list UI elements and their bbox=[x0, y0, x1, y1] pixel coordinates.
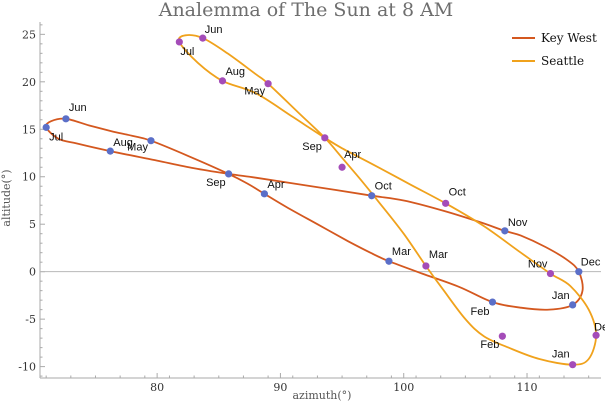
data-label-seattle: Nov bbox=[528, 259, 548, 271]
data-point-seattle bbox=[218, 77, 227, 85]
data-label-key-west: Feb bbox=[471, 306, 490, 318]
data-label-seattle: Dec bbox=[594, 321, 605, 333]
data-label-key-west: Oct bbox=[375, 181, 392, 193]
data-point-seattle bbox=[422, 262, 430, 270]
data-label-seattle: May bbox=[244, 86, 265, 98]
y-tick-label: -5 bbox=[25, 313, 36, 326]
data-point-seattle bbox=[546, 269, 555, 278]
data-point-key-west bbox=[62, 115, 70, 123]
y-axis-label: altitude(°) bbox=[0, 169, 13, 226]
y-tick-label: 15 bbox=[22, 123, 36, 136]
y-tick-label: 10 bbox=[22, 171, 36, 184]
legend: Key West Seattle bbox=[512, 31, 597, 68]
data-point-key-west bbox=[368, 192, 376, 200]
data-point-key-west bbox=[225, 170, 233, 178]
data-label-seattle: Jan bbox=[552, 349, 570, 361]
data-point-key-west bbox=[385, 257, 393, 265]
axes: 80 90 100 110 -10 -5 0 5 10 15 20 25 bbox=[18, 22, 601, 394]
data-label-key-west: Dec bbox=[581, 257, 601, 269]
data-point-key-west bbox=[488, 298, 497, 306]
series-line-seattle bbox=[177, 34, 598, 366]
data-point-seattle bbox=[175, 38, 183, 46]
data-label-seattle: Oct bbox=[449, 186, 466, 198]
data-label-key-west: Jul bbox=[49, 131, 63, 143]
legend-label-key-west: Key West bbox=[541, 31, 597, 45]
data-label-seattle: Feb bbox=[480, 339, 499, 351]
data-point-seattle bbox=[264, 80, 272, 88]
data-point-key-west bbox=[569, 301, 577, 309]
data-label-seattle: Jul bbox=[180, 46, 194, 58]
data-point-seattle bbox=[338, 163, 346, 171]
data-label-seattle: Jun bbox=[205, 24, 223, 36]
x-tick-label: 100 bbox=[393, 381, 414, 394]
data-point-seattle bbox=[199, 34, 207, 42]
data-point-seattle bbox=[498, 332, 506, 340]
data-point-seattle bbox=[569, 361, 577, 369]
data-point-key-west bbox=[106, 147, 114, 155]
y-tick-label: 20 bbox=[22, 76, 36, 89]
data-label-key-west: Jun bbox=[69, 102, 87, 114]
data-label-seattle: Aug bbox=[225, 66, 245, 78]
data-point-seattle bbox=[321, 134, 329, 142]
data-label-key-west: Mar bbox=[392, 246, 411, 258]
x-tick-label: 110 bbox=[517, 381, 538, 394]
data-point-key-west bbox=[147, 137, 155, 145]
series-line-key-west bbox=[45, 117, 584, 311]
chart-title: Analemma of The Sun at 8 AM bbox=[158, 0, 454, 21]
data-label-key-west: Jan bbox=[552, 290, 570, 302]
x-axis-label: azimuth(°) bbox=[293, 389, 352, 402]
data-label-key-west: Sep bbox=[206, 177, 226, 189]
data-label-seattle: Sep bbox=[302, 141, 322, 153]
data-label-seattle: Apr bbox=[344, 149, 361, 161]
data-point-seattle bbox=[442, 199, 450, 207]
x-tick-label: 80 bbox=[150, 381, 164, 394]
data-point-key-west bbox=[501, 227, 509, 235]
data-label-key-west: Nov bbox=[508, 217, 528, 229]
x-tick-label: 90 bbox=[273, 381, 287, 394]
legend-label-seattle: Seattle bbox=[541, 54, 584, 68]
data-label-key-west: Apr bbox=[267, 179, 284, 191]
y-tick-label: 5 bbox=[29, 218, 36, 231]
data-label-key-west: Aug bbox=[113, 137, 133, 149]
y-tick-label: -10 bbox=[18, 361, 36, 374]
data-label-key-west: May bbox=[127, 142, 148, 154]
y-tick-label: 0 bbox=[29, 266, 36, 279]
data-point-key-west bbox=[260, 190, 268, 198]
data-point-key-west bbox=[575, 268, 583, 276]
data-point-seattle bbox=[592, 331, 600, 339]
y-tick-label: 25 bbox=[22, 28, 36, 41]
data-point-key-west bbox=[42, 123, 50, 131]
data-label-seattle: Mar bbox=[429, 249, 448, 261]
